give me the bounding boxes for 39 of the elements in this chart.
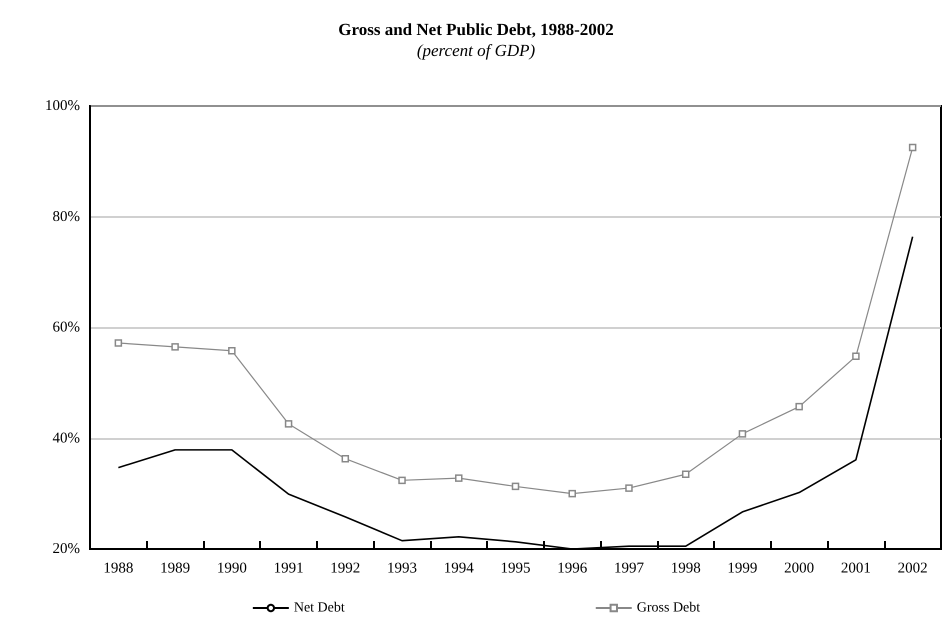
x-tick-label: 1989 — [160, 560, 190, 576]
point — [625, 484, 633, 492]
point — [114, 339, 122, 347]
x-tick-label: 1997 — [614, 560, 644, 576]
y-tick-label: 60% — [52, 320, 80, 336]
x-tick-label: 1994 — [444, 560, 474, 576]
x-tick-label: 2000 — [784, 560, 814, 576]
y-tick-label: 80% — [52, 208, 80, 225]
x-tick-label: 1996 — [557, 560, 588, 576]
chart-title: Gross and Net Public Debt, 1988-2002 — [338, 20, 614, 39]
x-tick-label: 1999 — [727, 560, 758, 576]
point — [682, 470, 690, 478]
point — [568, 490, 576, 498]
x-tick-label: 2002 — [898, 560, 928, 576]
point — [398, 476, 406, 484]
x-tick-label: 2001 — [840, 560, 871, 576]
point — [284, 420, 292, 428]
chart-subtitle: (percent of GDP) — [416, 41, 536, 60]
point — [852, 352, 860, 360]
y-tick-label: 40% — [52, 430, 80, 446]
x-tick-label: 1990 — [216, 560, 247, 576]
point — [455, 474, 463, 482]
legend-label: Net Debt — [294, 600, 345, 616]
x-tick-label: 1991 — [274, 560, 304, 576]
x-tick-label: 1998 — [670, 560, 701, 576]
point — [795, 402, 803, 410]
point — [228, 347, 236, 355]
legend-label: Gross Debt — [636, 600, 700, 616]
x-tick-label: 1993 — [387, 560, 418, 576]
x-tick-label: 1995 — [500, 560, 530, 576]
point — [171, 343, 179, 351]
point — [738, 430, 746, 438]
point — [342, 454, 350, 462]
point — [908, 144, 916, 152]
point — [512, 482, 520, 490]
y-tick-label: 20% — [52, 541, 80, 557]
x-tick-label: 1992 — [330, 560, 360, 576]
y-tick-label: 100% — [45, 98, 80, 114]
x-tick-label: 1988 — [103, 560, 134, 576]
